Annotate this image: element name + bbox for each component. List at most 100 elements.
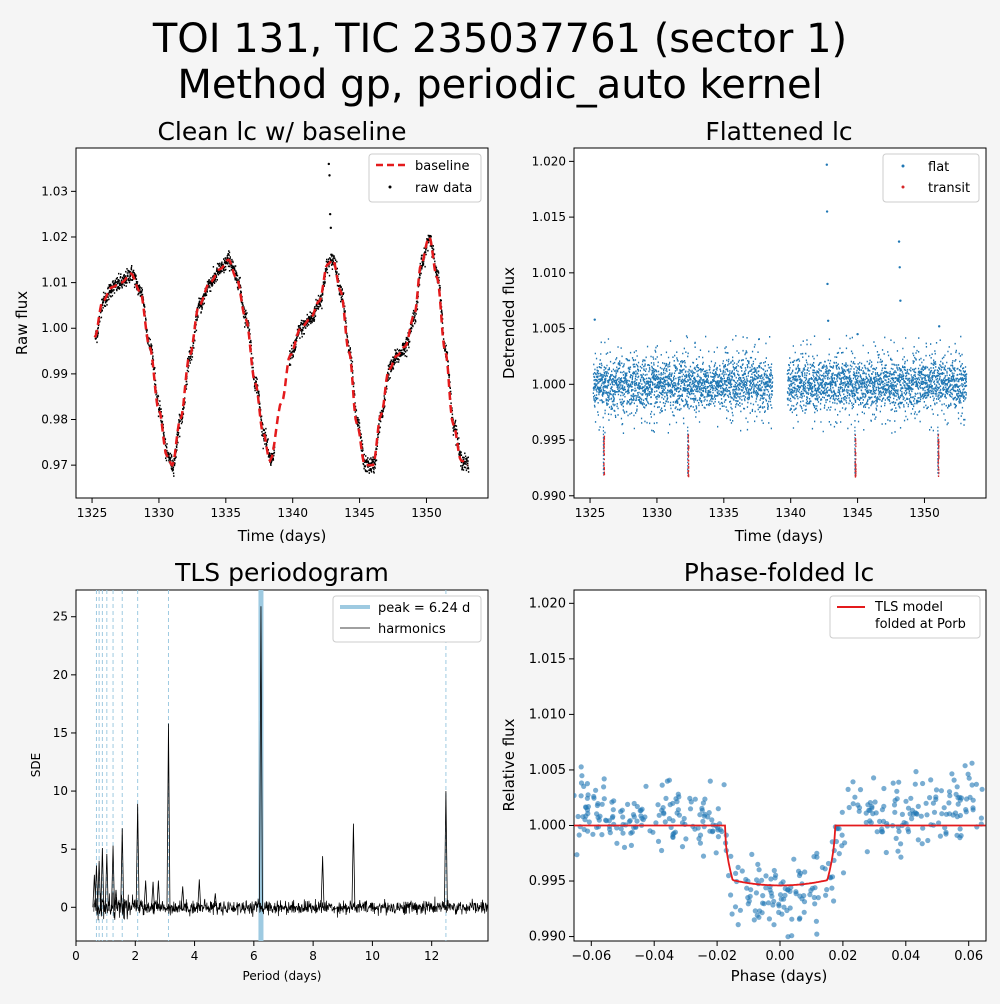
phase-data-point bbox=[631, 814, 637, 820]
phase-xtick-label: −0.04 bbox=[634, 949, 674, 964]
clean-xtick-label: 1340 bbox=[277, 506, 308, 520]
phase-xtick-label: −0.02 bbox=[697, 949, 737, 964]
phase-data-point bbox=[695, 825, 701, 831]
phase-xtick-label: −0.06 bbox=[571, 949, 611, 964]
phase-data-point bbox=[903, 798, 909, 804]
phase-data-point bbox=[899, 811, 906, 818]
phase-data-point bbox=[872, 799, 878, 805]
phase-data-point bbox=[933, 787, 940, 793]
phase-data-point bbox=[920, 780, 926, 787]
flat-outlier-point bbox=[826, 319, 830, 322]
phase-data-point bbox=[754, 912, 760, 918]
clean-xtick-label: 1345 bbox=[344, 506, 375, 520]
phase-data-point bbox=[702, 796, 708, 802]
flat-ytick-label: 1.000 bbox=[532, 377, 566, 391]
phase-data-point bbox=[660, 805, 666, 811]
phase-data-point bbox=[773, 872, 779, 878]
phase-data-point bbox=[628, 830, 634, 836]
phase-data-point bbox=[802, 869, 808, 875]
phase-data-point bbox=[628, 842, 635, 849]
legend-model-label-1: TLS model bbox=[874, 600, 943, 615]
phase-data-point bbox=[771, 898, 777, 904]
phase-data-point bbox=[663, 795, 669, 802]
sde-spike bbox=[135, 803, 140, 911]
figure-title-line1: TOI 131, TIC 235037761 (sector 1) bbox=[152, 16, 847, 62]
phase-data-point bbox=[640, 817, 646, 823]
phase-data-point bbox=[918, 813, 924, 819]
tls-ytick-label: 10 bbox=[53, 784, 68, 798]
phase-data-point bbox=[881, 785, 887, 792]
phase-data-point bbox=[836, 851, 842, 857]
sde-spike bbox=[166, 723, 171, 911]
legend-harmonics-label: harmonics bbox=[378, 622, 446, 637]
tls-ytick-label: 5 bbox=[60, 842, 68, 856]
clean-ticks: 1325 1330 1335 1340 1345 1350 0.97 0.98 0.99 1.00… bbox=[41, 184, 441, 520]
phase-data-point bbox=[621, 844, 628, 851]
phase-data-point bbox=[938, 788, 945, 794]
clean-ytick-label: 1.01 bbox=[41, 276, 68, 290]
phase-data-point bbox=[746, 898, 752, 904]
sde-spike bbox=[94, 865, 99, 911]
phase-data-point bbox=[895, 848, 901, 854]
clean-data-layer bbox=[93, 162, 470, 477]
phase-data-point bbox=[969, 782, 975, 788]
phase-data-point bbox=[962, 763, 968, 769]
panel-phase-folded: Phase-folded lc −0.06 −0.04 −0.02 0.00 0.02 0… bbox=[500, 558, 987, 985]
flat-outlier-point bbox=[937, 325, 941, 328]
flat-ticks: 1325 1330 1335 1340 1345 1350 0.990 0.995 1.000 1… bbox=[532, 154, 940, 520]
tls-xtick-label: 0 bbox=[72, 949, 80, 963]
flat-xtick-label: 1330 bbox=[642, 506, 673, 520]
phase-data-point bbox=[920, 825, 926, 831]
phase-data-point bbox=[715, 834, 722, 840]
phase-data-point bbox=[759, 910, 765, 916]
clean-ytick-label: 1.00 bbox=[41, 321, 68, 335]
phase-xtick-label: 0.04 bbox=[891, 949, 920, 964]
phase-data-point bbox=[581, 783, 587, 790]
phase-data-point bbox=[901, 820, 907, 826]
phase-data-point bbox=[781, 896, 787, 902]
flat-outlier-point bbox=[593, 318, 596, 321]
phase-data-point bbox=[958, 833, 964, 839]
sde-spike bbox=[259, 606, 263, 911]
phase-data-point bbox=[679, 844, 686, 850]
phase-data-point bbox=[650, 829, 656, 835]
tls-ytick-label: 25 bbox=[53, 610, 68, 624]
tls-legend: peak = 6.24 d harmonics bbox=[332, 595, 482, 643]
phase-data-point bbox=[705, 814, 711, 820]
phase-data-point bbox=[673, 796, 679, 802]
legend-raw-label: raw data bbox=[415, 181, 472, 196]
phase-data-point bbox=[812, 901, 818, 907]
clean-ytick-label: 0.98 bbox=[41, 413, 68, 427]
phase-data-point bbox=[905, 829, 912, 835]
phase-data-point bbox=[584, 795, 591, 801]
phase-ylabel: Relative flux bbox=[500, 718, 518, 811]
phase-data-point bbox=[896, 779, 902, 785]
phase-data-point bbox=[799, 896, 805, 902]
phase-data-point bbox=[666, 816, 673, 822]
phase-data-point bbox=[699, 805, 705, 812]
phase-data-point bbox=[811, 894, 817, 901]
tls-xtick-label: 10 bbox=[365, 949, 380, 963]
flat-outlier-point bbox=[899, 299, 902, 302]
phase-data-point bbox=[744, 885, 750, 891]
flat-ytick-label: 0.995 bbox=[532, 433, 566, 447]
tls-xtick-label: 12 bbox=[424, 949, 439, 963]
phase-data-point bbox=[913, 769, 919, 775]
phase-data-point bbox=[856, 808, 862, 814]
phase-data-point bbox=[893, 835, 899, 842]
tls-xtick-label: 6 bbox=[250, 949, 258, 963]
phase-data-point bbox=[912, 810, 918, 816]
phase-data-point bbox=[954, 784, 960, 790]
phase-data-point bbox=[590, 831, 596, 837]
phase-data-point bbox=[761, 901, 767, 907]
phase-data-point bbox=[760, 893, 766, 899]
phase-ytick-label: 1.020 bbox=[529, 596, 566, 611]
phase-data-point bbox=[852, 794, 858, 800]
phase-data-point bbox=[579, 773, 585, 779]
phase-data-point bbox=[683, 836, 689, 842]
phase-data-point bbox=[864, 849, 870, 855]
flat-outlier-point bbox=[825, 163, 829, 166]
phase-data-point bbox=[726, 873, 732, 879]
sde-spike bbox=[100, 848, 105, 911]
phase-data-point bbox=[953, 791, 959, 797]
